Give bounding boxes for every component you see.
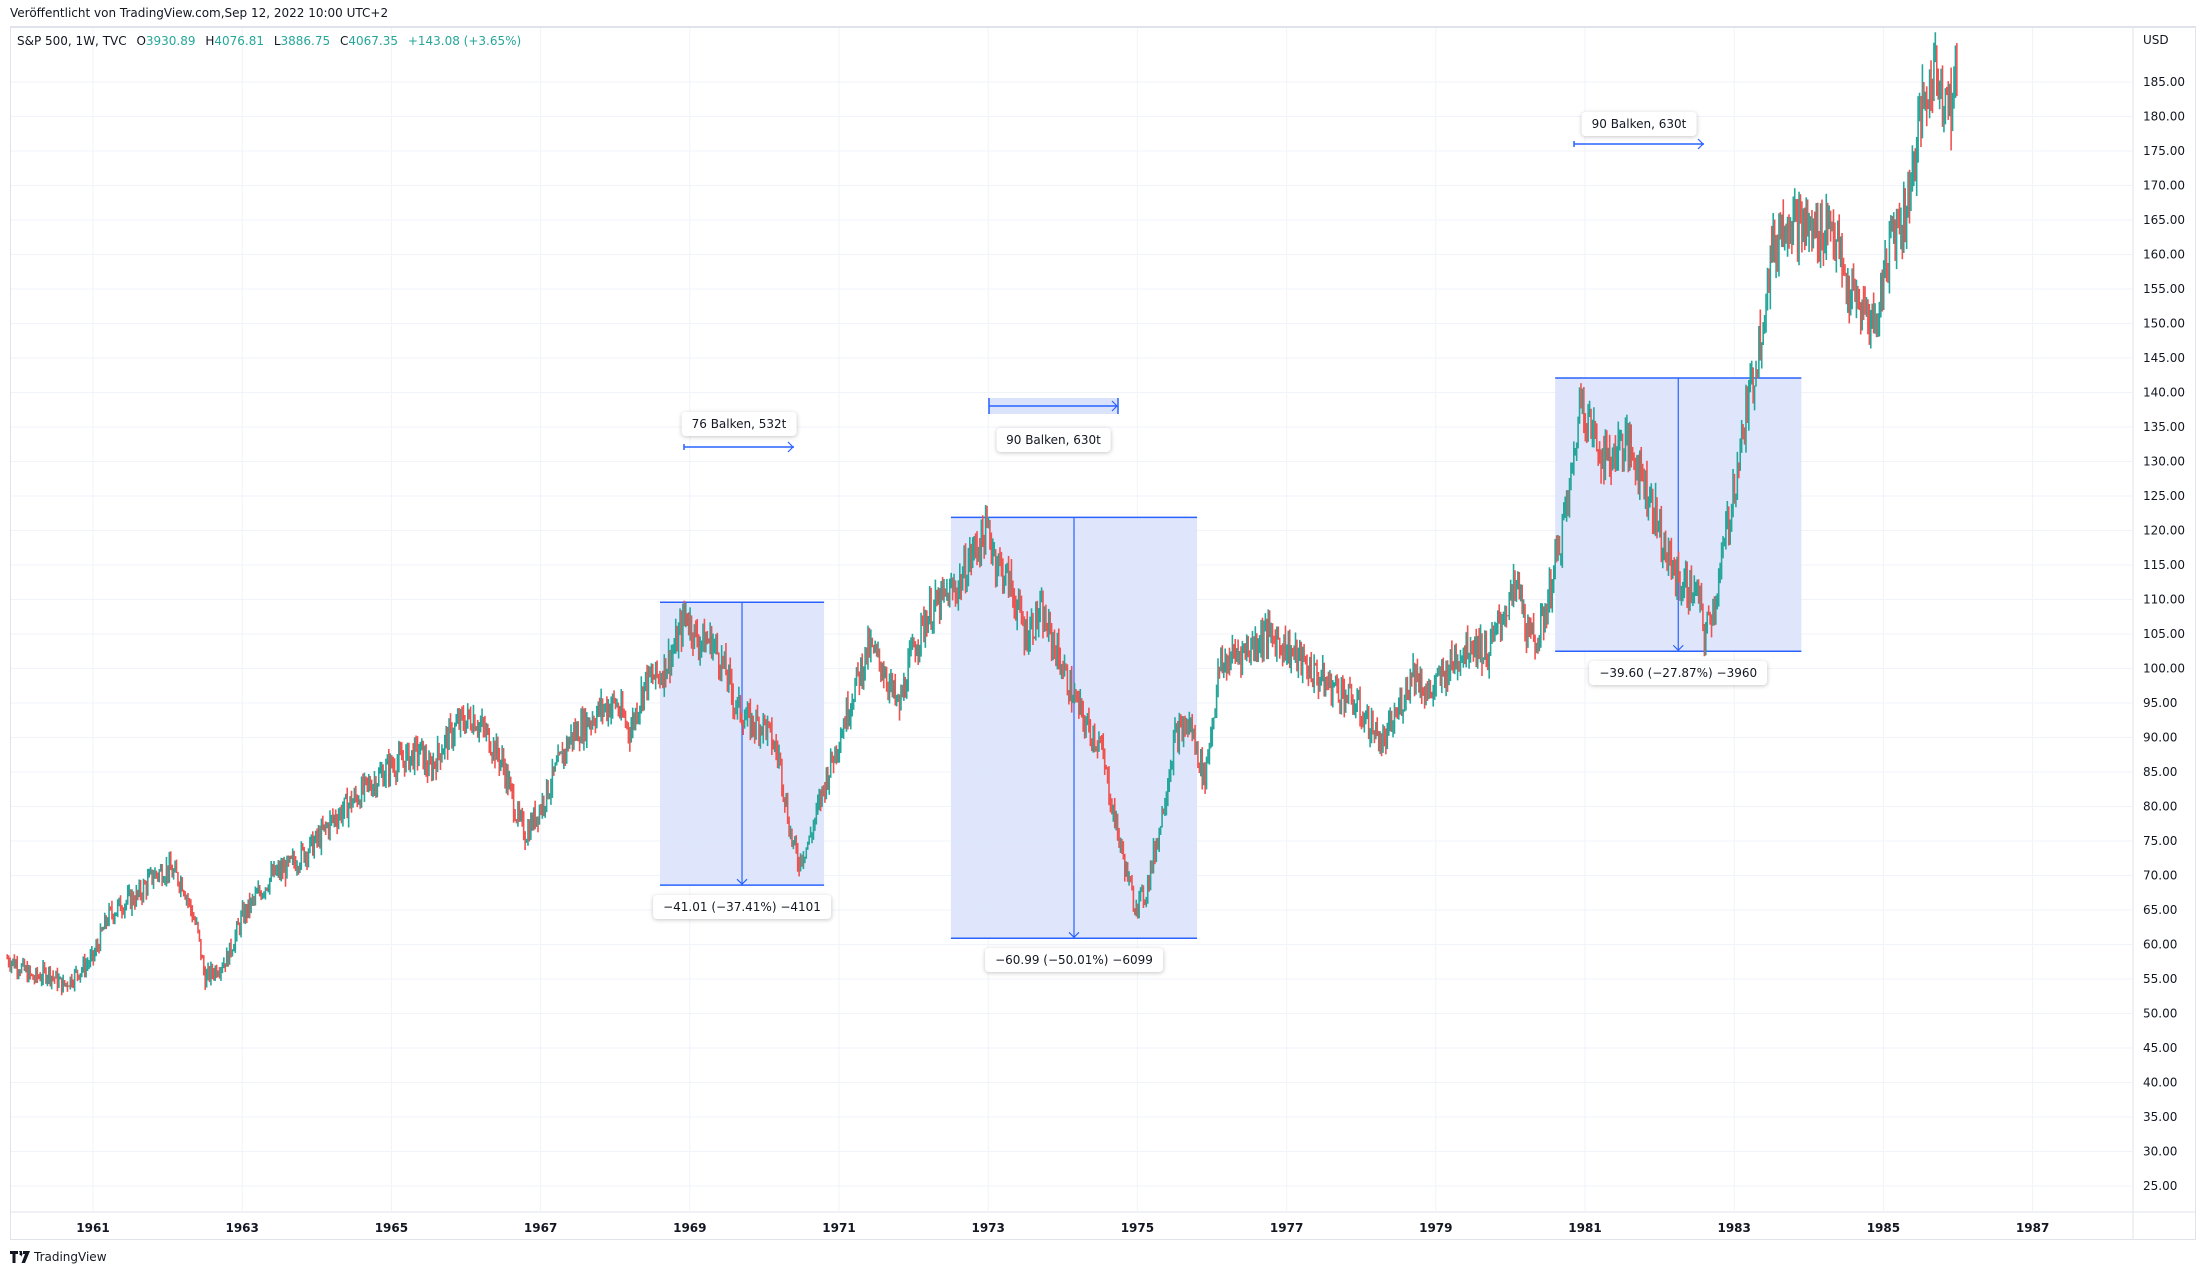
price-tick-label: 90.00 [2143,731,2177,745]
open-label: O [136,34,146,48]
time-tick-label: 1963 [225,1221,258,1235]
price-tick-label: 180.00 [2143,110,2185,124]
time-tick-label: 1961 [76,1221,109,1235]
price-tick-label: 150.00 [2143,317,2185,331]
close-value: 4067.35 [348,34,398,48]
bar-count-label: 90 Balken, 630t [996,428,1111,452]
chart-frame [10,26,2196,1240]
currency-label: USD [2143,33,2169,47]
close-label: C [339,34,349,48]
price-tick-label: 120.00 [2143,524,2185,538]
tradingview-footer: TradingView [10,1250,107,1264]
time-tick-label: 1977 [1270,1221,1303,1235]
price-tick-label: 55.00 [2143,972,2177,986]
bar-count-label: 76 Balken, 532t [681,412,797,436]
time-tick-label: 1971 [822,1221,855,1235]
date-range-range-1973[interactable] [988,398,1119,414]
arrow-right-icon [1111,400,1118,412]
price-axis[interactable]: 25.00 30.00 35.00 40.00 45.00 50.00 55.00 60.00… [2143,33,2185,1193]
price-tick-label: 170.00 [2143,179,2185,193]
time-tick-label: 1973 [971,1221,1004,1235]
price-tick-label: 50.00 [2143,1007,2177,1021]
price-tick-label: 130.00 [2143,455,2185,469]
arrow-down-icon [1672,644,1684,652]
arrow-down-icon [736,878,748,886]
arrow-right-icon [787,441,794,453]
price-change-label: −41.01 (−37.41%) −4101 [653,895,831,920]
price-tick-label: 110.00 [2143,593,2185,607]
date-range-range-1969[interactable] [683,441,794,453]
price-range-box-range-1973[interactable] [950,516,1198,940]
time-tick-label: 1979 [1419,1221,1452,1235]
price-tick-label: 60.00 [2143,938,2177,952]
change-value: +143.08 (+3.65%) [407,34,522,48]
time-tick-label: 1965 [375,1221,408,1235]
arrow-right-icon [1697,138,1704,150]
price-tick-label: 35.00 [2143,1110,2177,1124]
price-tick-label: 95.00 [2143,696,2177,710]
symbol-legend: S&P 500, 1W, TVC O3930.89 H4076.81 L3886… [17,34,521,48]
symbol-name[interactable]: S&P 500, 1W, TVC [17,34,127,48]
price-tick-label: 140.00 [2143,386,2185,400]
published-info: Veröffentlicht von TradingView.com,Sep 1… [10,6,389,20]
open-value: 3930.89 [145,34,196,48]
price-range-box-range-1980[interactable] [1555,377,1802,652]
price-tick-label: 135.00 [2143,420,2185,434]
low-label: L [273,34,281,48]
price-tick-label: 40.00 [2143,1076,2177,1090]
price-tick-label: 155.00 [2143,282,2185,296]
price-tick-label: 145.00 [2143,351,2185,365]
price-tick-label: 125.00 [2143,489,2185,503]
price-tick-label: 45.00 [2143,1041,2177,1055]
price-tick-label: 85.00 [2143,765,2177,779]
low-value: 3886.75 [280,34,331,48]
high-label: H [205,34,215,48]
price-bars [6,32,1958,996]
time-tick-label: 1969 [673,1221,706,1235]
price-tick-label: 100.00 [2143,662,2185,676]
price-tick-label: 105.00 [2143,627,2185,641]
time-axis[interactable]: 1961 1963 1965 1967 1969 1971 1973 1975 1977 1979… [76,1221,2049,1235]
time-tick-label: 1981 [1568,1221,1601,1235]
price-tick-label: 165.00 [2143,213,2185,227]
measure-boxes[interactable] [659,138,1802,940]
time-tick-label: 1987 [2016,1221,2049,1235]
price-tick-label: 160.00 [2143,248,2185,262]
arrow-down-icon [1068,931,1080,939]
price-tick-label: 30.00 [2143,1145,2177,1159]
price-tick-label: 185.00 [2143,75,2185,89]
time-tick-label: 1967 [524,1221,557,1235]
price-range-box-range-1969[interactable] [659,601,825,886]
tradingview-logo-icon [10,1251,30,1263]
time-tick-label: 1983 [1717,1221,1750,1235]
bar-count-label: 90 Balken, 630t [1581,112,1697,136]
price-change-label: −39.60 (−27.87%) −3960 [1589,661,1768,686]
price-tick-label: 80.00 [2143,800,2177,814]
price-tick-label: 70.00 [2143,869,2177,883]
price-tick-label: 115.00 [2143,558,2185,572]
price-tick-label: 25.00 [2143,1179,2177,1193]
price-tick-label: 65.00 [2143,903,2177,917]
time-tick-label: 1975 [1121,1221,1154,1235]
price-tick-label: 175.00 [2143,144,2185,158]
date-range-range-1980[interactable] [1573,138,1704,150]
high-value: 4076.81 [214,34,264,48]
price-tick-label: 75.00 [2143,834,2177,848]
brand-name: TradingView [34,1250,107,1264]
time-tick-label: 1985 [1867,1221,1900,1235]
price-change-label: −60.99 (−50.01%) −6099 [985,948,1163,973]
